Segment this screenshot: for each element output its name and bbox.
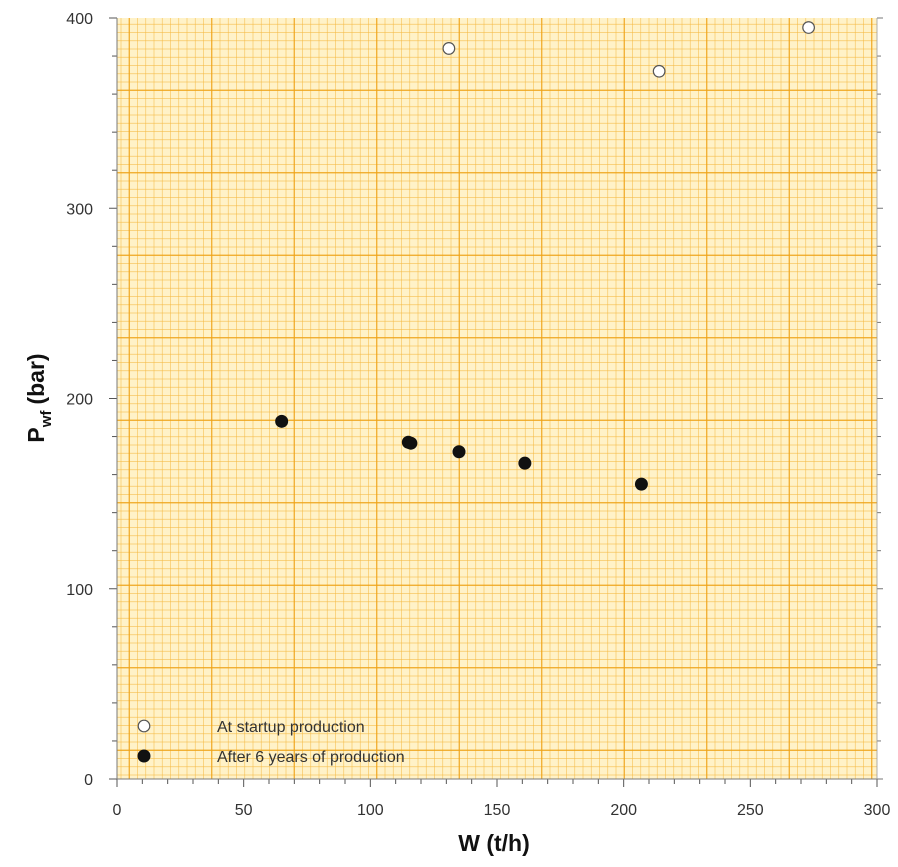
y-tick-label: 0 [84, 772, 93, 789]
x-tick-label: 100 [357, 802, 384, 819]
y-tick-label: 400 [66, 11, 93, 28]
filled-data-point [634, 477, 648, 491]
x-tick-label: 0 [113, 802, 122, 819]
x-tick-label: 200 [610, 802, 637, 819]
filled-data-point [518, 456, 532, 470]
y-axis-title-unit: (bar) [23, 353, 49, 404]
x-tick-label: 50 [235, 802, 253, 819]
legend-open-marker [137, 719, 151, 733]
data-points [275, 21, 815, 491]
tick-labels: 0 50 100 150 200 250 300 0 100 200 300 400 [66, 11, 890, 819]
y-axis-title: Pwf (bar) [23, 353, 55, 442]
x-tick-label: 250 [737, 802, 764, 819]
legend-filled-marker [137, 749, 151, 763]
axes [116, 18, 878, 780]
legend-label: At startup production [217, 719, 365, 736]
filled-data-point [275, 414, 289, 428]
open-data-point [442, 42, 456, 55]
x-axis-title: W (t/h) [458, 830, 530, 856]
filled-data-point [452, 445, 466, 459]
legend: At startup production After 6 years of pr… [137, 719, 405, 766]
minor-grid [117, 18, 877, 779]
filled-data-point [404, 436, 418, 450]
plot-area [117, 18, 877, 779]
legend-label: After 6 years of production [217, 749, 405, 766]
y-tick-label: 200 [66, 392, 93, 409]
y-axis-title-main: P [23, 427, 49, 442]
plot-background [117, 18, 877, 779]
open-data-point [802, 21, 815, 34]
y-axis-title-subscript: wf [38, 410, 55, 429]
y-tick-label: 100 [66, 582, 93, 599]
tick-marks [109, 17, 883, 787]
x-tick-label: 300 [864, 802, 891, 819]
y-tick-label: 300 [66, 201, 93, 218]
x-tick-label: 150 [484, 802, 511, 819]
open-data-point [652, 64, 666, 78]
major-grid [117, 18, 877, 779]
